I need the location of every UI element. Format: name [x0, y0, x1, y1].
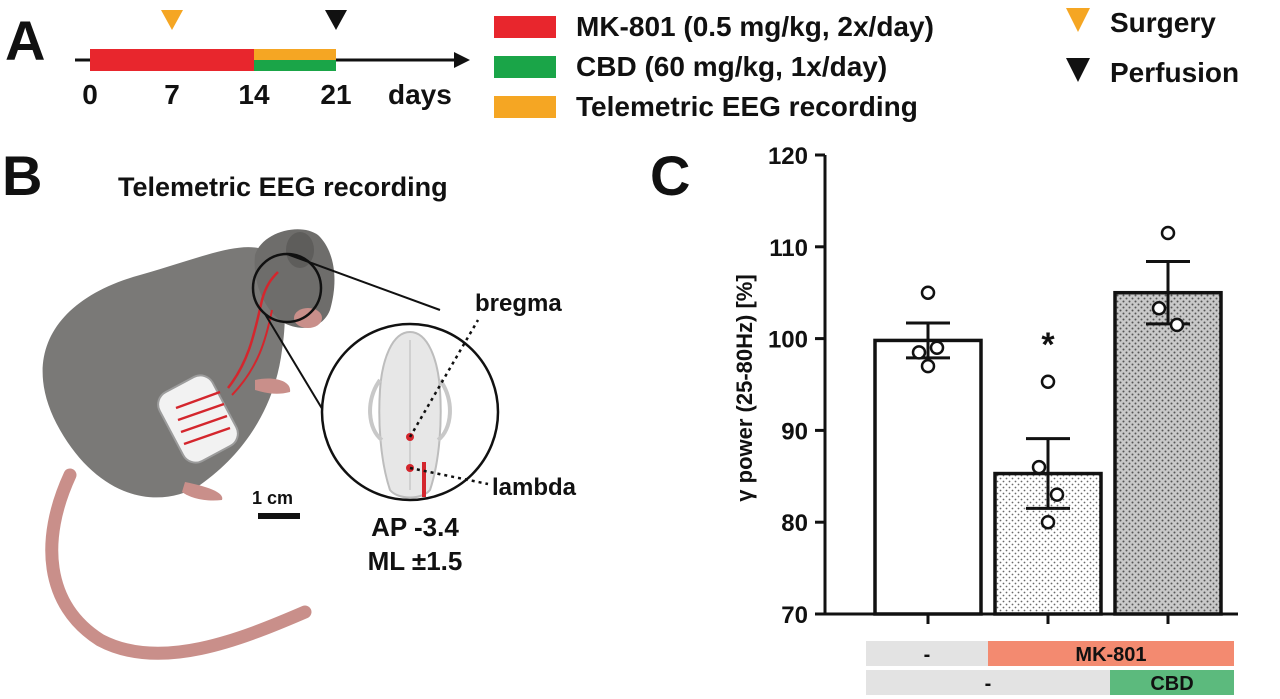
treatment-cell	[988, 641, 1234, 666]
y-tick-label: 100	[768, 327, 808, 354]
scale-bar-label: 1 cm	[252, 488, 293, 508]
rat-hind-paw	[182, 482, 223, 501]
timeline-segment-mk801	[90, 49, 254, 71]
timeline-segment-cbd	[254, 60, 336, 71]
treatment-cell	[1110, 670, 1234, 695]
legend-swatch	[494, 16, 556, 38]
treatment-label: MK-801	[1075, 644, 1146, 666]
y-tick-label: 90	[781, 418, 808, 445]
y-tick-label: 80	[781, 510, 808, 537]
legend-label: Telemetric EEG recording	[576, 91, 918, 122]
significance-marker: *	[1041, 326, 1055, 364]
panel-c-letter: C	[650, 144, 690, 207]
bregma-label: bregma	[475, 290, 562, 317]
marker-legend-label: Surgery	[1110, 7, 1216, 38]
rat-front-paw	[255, 378, 291, 394]
timeline-tick-label: 7	[164, 79, 180, 110]
marker-legend: Surgery Perfusion	[1066, 7, 1239, 88]
transmitter-coil	[175, 390, 231, 446]
timeline-tick-label: 0	[82, 79, 98, 110]
data-point	[1031, 459, 1047, 475]
y-tick-label: 110	[769, 235, 808, 262]
panel-c: C γ power (25-80Hz) [%] 708090100110120 …	[650, 143, 1238, 695]
rat-illustration	[42, 229, 335, 660]
bregma-pointer	[408, 319, 480, 438]
treatment-table: - MK-801 - CBD	[866, 641, 1234, 695]
data-point	[1160, 225, 1176, 241]
bar-2	[1113, 290, 1223, 616]
timeline-tick-label: 21	[320, 79, 351, 110]
y-axis-label: γ power (25-80Hz) [%]	[732, 274, 757, 501]
data-point	[929, 340, 945, 356]
telemetry-transmitter	[157, 374, 239, 464]
skull-illustration	[368, 330, 452, 499]
bar-0	[873, 338, 983, 616]
data-point	[920, 285, 936, 300]
electrode-wire	[227, 271, 279, 389]
lambda-label: lambda	[492, 474, 577, 501]
data-point	[1040, 514, 1056, 530]
legend-label: MK-801 (0.5 mg/kg, 2x/day)	[576, 11, 934, 42]
bar-chart: 70 80 90 100 110 120	[768, 143, 1238, 629]
data-point	[911, 345, 927, 360]
data-point	[1169, 317, 1185, 333]
timeline-marker-0	[161, 10, 183, 30]
treatment-cell	[866, 670, 1110, 695]
legend-swatch	[494, 56, 556, 78]
data-point	[1151, 301, 1167, 316]
treatment-cell	[866, 641, 988, 666]
legend-label: CBD (60 mg/kg, 1x/day)	[576, 51, 887, 82]
data-point	[1049, 487, 1065, 502]
panel-b: B Telemetric EEG recording	[2, 144, 577, 660]
rat-head	[254, 229, 335, 328]
marker-legend-triangle	[1066, 58, 1090, 82]
treatment-label: -	[985, 673, 992, 695]
timeline-arrowhead	[454, 52, 470, 68]
coordinate-ap: AP -3.4	[371, 512, 459, 542]
rat-tail	[45, 468, 312, 660]
data-point	[1040, 374, 1056, 389]
treatment-label: -	[924, 644, 931, 666]
treatment-label: CBD	[1150, 673, 1193, 695]
marker-legend-triangle	[1066, 8, 1090, 32]
y-tick-label: 120	[768, 143, 808, 170]
data-point	[920, 358, 936, 374]
timeline-tick-label: 14	[238, 79, 270, 110]
panel-a: A 0 7 14 21 days MK-801 (0.5 mg/kg, 2x/day)…	[5, 7, 1239, 122]
rat-body	[42, 247, 285, 498]
marker-legend-label: Perfusion	[1110, 57, 1239, 88]
y-tick-label: 70	[781, 602, 808, 629]
timeline-unit: days	[388, 79, 452, 110]
timeline-segment-eeg	[254, 49, 336, 60]
rat-nose	[294, 308, 322, 328]
legend-swatch	[494, 96, 556, 118]
zoom-line-top	[286, 253, 441, 311]
panel-b-letter: B	[2, 144, 42, 207]
timeline: 0 7 14 21 days	[75, 10, 470, 110]
treatment-legend: MK-801 (0.5 mg/kg, 2x/day) CBD (60 mg/kg,…	[494, 11, 934, 122]
coordinate-ml: ML ±1.5	[368, 546, 463, 576]
timeline-marker-1	[325, 10, 347, 30]
panel-a-letter: A	[5, 9, 45, 72]
panel-b-title: Telemetric EEG recording	[118, 172, 448, 202]
